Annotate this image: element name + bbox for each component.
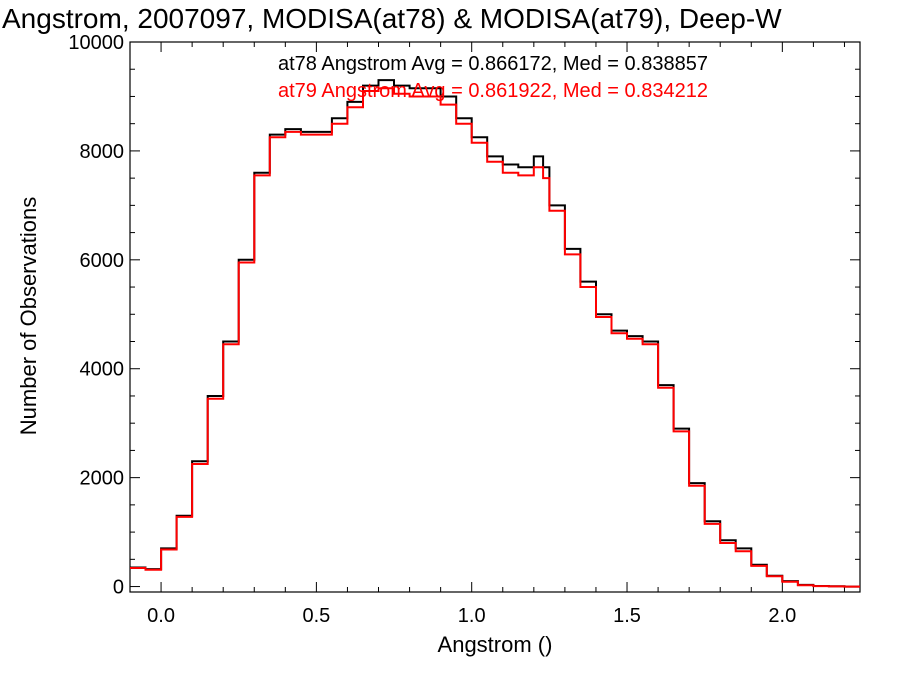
chart-title: Angstrom, 2007097, MODISA(at78) & MODISA… [2, 3, 782, 34]
y-tick-label: 2000 [80, 468, 125, 490]
x-tick-label: 2.0 [768, 605, 796, 627]
y-axis-label: Number of Observations [16, 197, 41, 435]
x-tick-label: 1.0 [458, 605, 486, 627]
y-tick-label: 4000 [80, 359, 125, 381]
legend-entry-at79: at79 Angstrom Avg = 0.861922, Med = 0.83… [278, 80, 708, 102]
x-tick-label: 0.0 [147, 605, 175, 627]
series-layer [130, 79, 860, 588]
x-tick-label: 0.5 [302, 605, 330, 627]
series-line-at79 [130, 87, 860, 588]
x-axis-label: Angstrom () [438, 632, 553, 657]
legend-entry-at78: at78 Angstrom Avg = 0.866172, Med = 0.83… [278, 53, 708, 75]
plot-frame [129, 41, 861, 593]
y-tick-label: 0 [113, 577, 124, 599]
y-tick-label: 8000 [80, 141, 125, 163]
x-tick-label: 1.5 [613, 605, 641, 627]
y-tick-label: 10000 [68, 32, 124, 54]
y-tick-label: 6000 [80, 250, 125, 272]
axis-ticks: 0.0 0.5 1.0 1.5 2.0 0 2000 4000 6000 8000 10000 [68, 32, 860, 627]
